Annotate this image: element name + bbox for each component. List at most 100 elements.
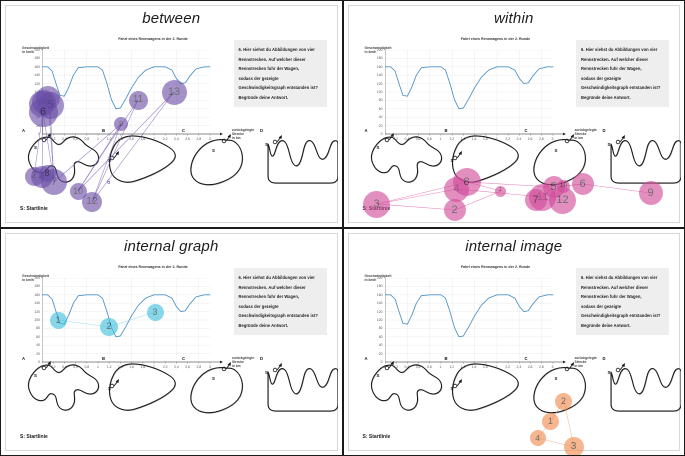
y-axis-label: Geschwindigkeit in km/h <box>364 274 392 283</box>
gaze-fixation-circle: 2 <box>100 318 118 336</box>
start-marker-label: S <box>34 145 37 150</box>
y-tick: 120 <box>34 309 40 314</box>
plot-area: 0 20 40 60 80 100 120 140 160 180 200 0 0,2 0,4 0,6 0,8… <box>377 276 566 369</box>
y-tick: 60 <box>378 106 383 111</box>
question-line: Geschwindigkeitsgraph entstanden ist? <box>581 313 661 319</box>
track-label: D <box>260 356 264 361</box>
track-label: C <box>182 356 186 361</box>
y-tick: 100 <box>376 318 383 322</box>
x-tick: 0,4 <box>404 365 410 369</box>
panel-internal-image: internal image Fahrt eines Rennwagens in… <box>342 228 685 456</box>
y-tick: 0 <box>38 360 40 364</box>
y-tick: 140 <box>376 73 383 78</box>
track-label: A <box>364 128 368 133</box>
x-tick: 1 <box>439 365 442 369</box>
x-tick: 2,6 <box>185 137 190 141</box>
y-tick: 20 <box>378 351 383 356</box>
start-marker-label: S <box>212 376 215 381</box>
y-tick: 200 <box>34 48 40 52</box>
x-tick: 0,2 <box>50 137 56 141</box>
x-tick: 1,6 <box>471 365 477 369</box>
x-tick: 2,2 <box>505 137 511 141</box>
y-tick: 40 <box>378 343 383 348</box>
x-tick: 1,2 <box>449 365 455 369</box>
x-tick: 1 <box>439 137 442 141</box>
question-box: 6. Hier siehst du Abbildungen von vier Re… <box>233 40 327 107</box>
panel-within-inner: within Fahrt eines Rennwagens in der 2. … <box>347 5 681 223</box>
x-tick: 2,6 <box>185 365 190 369</box>
gaze-fixation-circle: 1 <box>542 412 559 430</box>
question-line: Geschwindigkeitsgraph entstanden ist? <box>581 85 661 91</box>
track-label: B <box>102 356 106 361</box>
gaze-fixation-index: 1 <box>548 415 553 426</box>
x-tick: 0,2 <box>50 365 56 369</box>
x-tick: 0,2 <box>393 137 399 141</box>
question-line: sodass der gezeigte <box>581 75 622 81</box>
panel-title-internal-image: internal image <box>465 238 563 255</box>
gaze-fixation-circle: 6 <box>28 97 58 127</box>
question-line: Rennstrecken. Auf welcher dieser <box>238 284 306 290</box>
x-tick: 3 <box>551 137 554 141</box>
gaze-fixation-index: 6 <box>579 177 586 190</box>
gaze-fixation-index: 12 <box>556 193 569 206</box>
x-tick: 0,4 <box>404 137 410 141</box>
panel-internal-image-inner: internal image Fahrt eines Rennwagens in… <box>347 233 681 455</box>
chart-title: Fahrt eines Rennwagens in der 2. Runde <box>460 265 531 269</box>
question-line: 6. Hier siehst du Abbildungen von vier <box>581 47 658 52</box>
x-tick: 0,6 <box>415 365 421 369</box>
y-tick: 60 <box>378 334 383 339</box>
gaze-fixation-index: 11 <box>132 94 144 106</box>
gaze-fixation-circle: 1 <box>495 185 506 197</box>
question-line: sodass der gezeigte <box>238 303 279 309</box>
x-tick: 1,2 <box>449 137 455 141</box>
gaze-fixation-circle: 11 <box>128 90 148 110</box>
y-tick: 20 <box>378 123 383 128</box>
question-line: Begründe deine Antwort. <box>581 95 631 101</box>
y-tick: 180 <box>376 56 383 61</box>
plot-area: 0 20 40 60 80 100 120 140 160 180 200 0 0,2 0,4 0,6 0,8… <box>377 48 566 141</box>
start-marker-label: S <box>554 376 558 381</box>
speed-chart: Fahrt eines Rennwagens in der 2. Runde Ge… <box>363 265 597 384</box>
x-tick: 1 <box>97 137 99 141</box>
track-label: C <box>524 128 528 133</box>
gaze-fixation-index: 2 <box>451 203 458 216</box>
slide-internal-image: Fahrt eines Rennwagens in der 2. Runde Ge… <box>355 258 681 455</box>
y-tick: 140 <box>34 301 40 306</box>
gaze-fixation-index: 1 <box>498 187 503 194</box>
x-tick: 1,8 <box>140 365 146 369</box>
x-tick: 0,6 <box>73 365 78 369</box>
start-marker-label: S <box>376 373 380 378</box>
x-tick: 0,4 <box>62 137 67 141</box>
start-marker-label: S <box>265 142 268 147</box>
y-tick: 160 <box>376 292 383 297</box>
start-marker-label: S <box>212 148 215 153</box>
x-tick: 2,8 <box>538 137 544 141</box>
x-tick: 2,4 <box>174 137 179 141</box>
y-tick: 80 <box>36 326 40 331</box>
start-marker-label: S <box>607 370 611 375</box>
question-line: Rennstrecken. Auf welcher dieser <box>581 56 649 62</box>
gaze-overlay: 1 2 3 <box>12 258 331 444</box>
y-tick: 60 <box>36 334 40 339</box>
chart-title: Fahrt eines Rennwagens in der 2. Runde <box>118 37 188 41</box>
question-line: Rennstrecken fuhr der Wagen, <box>238 294 300 300</box>
track-label: B <box>444 356 448 361</box>
question-line: 6. Hier siehst du Abbildungen von vier <box>238 47 315 52</box>
x-axis-label: zurückgelegte Strecke in km <box>232 127 255 140</box>
x-tick: 2 <box>495 365 498 369</box>
question-box: 6. Hier siehst du Abbildungen von vier Re… <box>576 268 669 335</box>
gaze-fixation-index: 2 <box>106 321 112 332</box>
gaze-fixation-circle: 12 <box>549 186 576 214</box>
start-marker-label: S <box>376 145 380 150</box>
y-tick: 120 <box>376 81 383 86</box>
y-tick: 40 <box>378 115 383 120</box>
gaze-fixation-index: 1 <box>55 314 61 325</box>
speed-chart: Fahrt eines Rennwagens in der 2. Runde Ge… <box>20 265 254 384</box>
y-tick: 140 <box>376 301 383 306</box>
y-tick: 20 <box>36 351 40 356</box>
x-tick: 2 <box>495 137 498 141</box>
